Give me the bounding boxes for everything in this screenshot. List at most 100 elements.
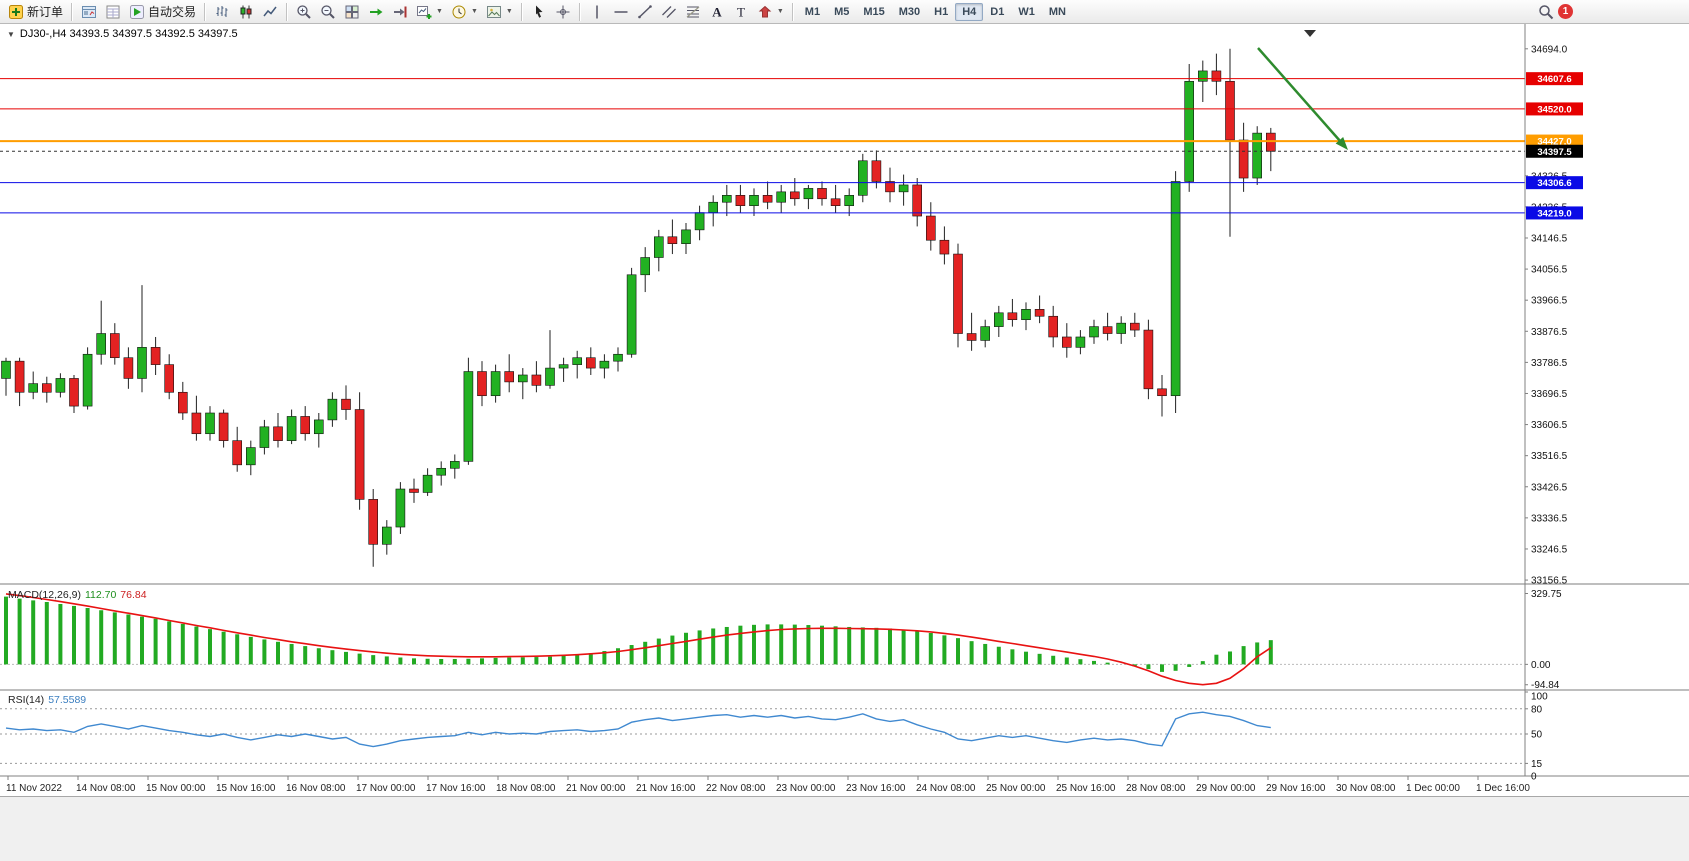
date-label: 24 Nov 08:00 bbox=[916, 783, 976, 794]
candle bbox=[817, 181, 827, 206]
market-watch-button[interactable] bbox=[77, 2, 101, 22]
chart-background bbox=[0, 24, 1689, 796]
down-arrow-annotation[interactable] bbox=[1257, 47, 1341, 142]
pivot-line-badge bbox=[1526, 134, 1583, 148]
new-order-button[interactable]: 新订单 bbox=[4, 2, 67, 22]
text-button[interactable]: A bbox=[705, 2, 729, 22]
candle bbox=[1075, 330, 1086, 355]
bottom-strip bbox=[0, 796, 1689, 861]
candle bbox=[531, 361, 542, 393]
date-label: 1 Dec 00:00 bbox=[1406, 783, 1460, 794]
search-button[interactable] bbox=[1534, 2, 1558, 22]
chart-shift-button[interactable] bbox=[388, 2, 412, 22]
timeframe-m1-button[interactable]: M1 bbox=[798, 3, 827, 21]
chevron-down-icon: ▼ bbox=[470, 8, 478, 15]
candle bbox=[517, 368, 528, 400]
text-label-button[interactable]: T bbox=[729, 2, 753, 22]
templates-button[interactable]: ▼ bbox=[482, 2, 517, 22]
new-order-label: 新订单 bbox=[27, 5, 64, 19]
periods-button[interactable]: ▼ bbox=[447, 2, 482, 22]
arrows-button[interactable]: ▼ bbox=[753, 2, 788, 22]
current-price-badge bbox=[1526, 144, 1583, 158]
candle bbox=[1198, 60, 1208, 103]
fibonacci-button[interactable] bbox=[681, 2, 705, 22]
support-line-1-badge-text: 34306.6 bbox=[1537, 178, 1571, 189]
timeframe-mn-button[interactable]: MN bbox=[1042, 3, 1073, 21]
candle bbox=[259, 419, 270, 455]
candle bbox=[1102, 312, 1113, 341]
candle bbox=[436, 461, 447, 486]
candle bbox=[123, 347, 134, 389]
timeframe-m30-button[interactable]: M30 bbox=[892, 3, 927, 21]
candle bbox=[939, 226, 950, 265]
tile-windows-icon bbox=[345, 5, 359, 18]
new-chart-button[interactable]: ▼ bbox=[412, 2, 447, 22]
autotrading-label: 自动交易 bbox=[148, 5, 197, 19]
fibonacci-icon bbox=[686, 6, 700, 17]
timeframe-w1-button[interactable]: W1 bbox=[1011, 3, 1042, 21]
one-click-trading-caret-icon[interactable]: ▼ bbox=[7, 30, 15, 39]
zoom-in-button[interactable] bbox=[292, 2, 316, 22]
timeframe-h1-button[interactable]: H1 bbox=[927, 3, 955, 21]
notification-badge[interactable]: 1 bbox=[1558, 4, 1573, 19]
resistance-line-2-badge-text: 34520.0 bbox=[1537, 104, 1571, 115]
toolbar-separator bbox=[204, 2, 207, 21]
price-tick-label: 33336.5 bbox=[1531, 513, 1568, 524]
candle bbox=[110, 323, 120, 365]
date-label: 28 Nov 08:00 bbox=[1126, 783, 1186, 794]
timeframe-m5-button[interactable]: M5 bbox=[827, 3, 856, 21]
candle bbox=[381, 520, 392, 555]
crosshair-button[interactable] bbox=[551, 2, 575, 22]
chart-canvas[interactable]: 34694.034326.534236.534146.534056.533966… bbox=[0, 24, 1689, 796]
support-line-1-badge bbox=[1526, 176, 1583, 190]
rsi-scale-label: 100 bbox=[1531, 692, 1548, 703]
pivot-line-badge-text: 34427.0 bbox=[1537, 137, 1571, 148]
channel-icon bbox=[661, 5, 676, 18]
candle bbox=[69, 374, 79, 413]
timeframe-h4-button[interactable]: H4 bbox=[955, 2, 984, 21]
candle bbox=[681, 222, 691, 255]
price-tick-label: 33426.5 bbox=[1531, 482, 1568, 493]
cursor-button[interactable] bbox=[527, 2, 551, 22]
candle bbox=[572, 350, 583, 379]
timeframe-d1-button[interactable]: D1 bbox=[983, 3, 1011, 21]
candle bbox=[993, 305, 1004, 337]
tile-windows-button[interactable] bbox=[340, 2, 364, 22]
autotrading-button[interactable]: 自动交易 bbox=[125, 2, 200, 22]
candle bbox=[1252, 126, 1262, 185]
rsi-line bbox=[5, 711, 1271, 748]
line-chart-button[interactable] bbox=[258, 2, 282, 22]
toolbar-separator bbox=[578, 2, 581, 21]
candle bbox=[925, 202, 936, 251]
vertical-line-button[interactable] bbox=[585, 2, 609, 22]
candle bbox=[1089, 319, 1099, 344]
candle bbox=[1, 357, 11, 396]
data-window-button[interactable] bbox=[101, 2, 125, 22]
date-label: 17 Nov 16:00 bbox=[426, 783, 486, 794]
macd-pane: 329.75 0.00 -94.84 bbox=[0, 589, 1562, 691]
candle bbox=[830, 184, 841, 213]
chart-shift-marker[interactable] bbox=[1304, 30, 1316, 37]
equidistant-channel-button[interactable] bbox=[657, 2, 681, 22]
time-scale[interactable]: 11 Nov 2022 14 Nov 08:00 15 Nov 00:00 15 No… bbox=[6, 776, 1530, 794]
zoom-out-button[interactable] bbox=[316, 2, 340, 22]
candle bbox=[28, 371, 39, 400]
bar-chart-button[interactable] bbox=[210, 2, 234, 22]
date-label: 15 Nov 16:00 bbox=[216, 783, 276, 794]
candlestick-chart-button[interactable] bbox=[234, 2, 258, 22]
price-tick-label: 33156.5 bbox=[1531, 576, 1568, 587]
candle bbox=[313, 412, 324, 448]
candle bbox=[803, 184, 814, 210]
candle bbox=[191, 395, 202, 441]
auto-scroll-button[interactable] bbox=[364, 2, 388, 22]
timeframe-m15-button[interactable]: M15 bbox=[856, 3, 891, 21]
date-label: 23 Nov 00:00 bbox=[776, 783, 836, 794]
cursor-icon bbox=[535, 5, 543, 18]
shapes-icon bbox=[758, 5, 772, 17]
horizontal-line-button[interactable] bbox=[609, 2, 633, 22]
trendline-button[interactable] bbox=[633, 2, 657, 22]
text-label-icon: T bbox=[737, 4, 745, 19]
candle bbox=[613, 347, 623, 372]
price-tick-label: 33246.5 bbox=[1531, 544, 1568, 555]
